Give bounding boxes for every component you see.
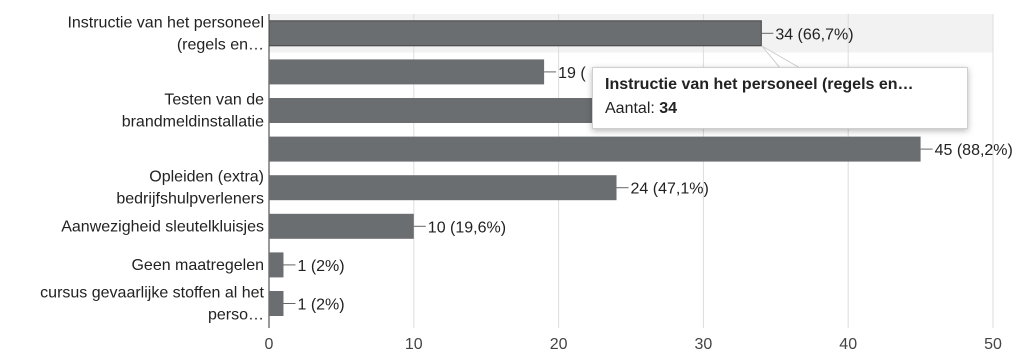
tooltip-title: Instructie van het personeel (regels en… bbox=[605, 76, 914, 93]
x-tick-label: 0 bbox=[265, 336, 274, 353]
tooltip-value: 34 bbox=[659, 100, 678, 117]
category-label: Geen maatregelen bbox=[131, 257, 264, 274]
category-label: cursus gevaarlijke stoffen al het bbox=[40, 285, 264, 302]
data-label: 10 (19,6%) bbox=[428, 219, 506, 236]
category-label: Aanwezigheid sleutelkluisjes bbox=[61, 218, 264, 235]
data-label: 1 (2%) bbox=[297, 297, 344, 314]
data-label: 19 ( bbox=[558, 65, 586, 82]
tooltip-value-label: Aantal: bbox=[605, 100, 655, 117]
data-label: 45 (88,2%) bbox=[935, 142, 1013, 159]
bar bbox=[269, 59, 545, 85]
x-tick-label: 40 bbox=[839, 336, 857, 353]
category-label: (regels en… bbox=[177, 36, 264, 53]
category-label: brandmeldinstallatie bbox=[122, 114, 264, 131]
category-label: Testen van de bbox=[164, 92, 264, 109]
data-label: 34 (66,7%) bbox=[775, 26, 853, 43]
bar bbox=[268, 20, 762, 47]
bar bbox=[269, 291, 284, 316]
x-tick-label: 30 bbox=[695, 336, 713, 353]
x-tick-label: 50 bbox=[984, 336, 1002, 353]
category-label: perso… bbox=[208, 307, 264, 324]
category-label: bedrijfshulpverleners bbox=[116, 191, 264, 208]
bar bbox=[269, 136, 921, 162]
data-label: 1 (2%) bbox=[297, 258, 344, 275]
tooltip-value-line: Aantal: 34 bbox=[605, 100, 955, 118]
bar bbox=[269, 213, 414, 239]
x-tick-label: 10 bbox=[405, 336, 423, 353]
category-label: Instructie van het personeel bbox=[67, 14, 264, 31]
bar bbox=[269, 175, 617, 201]
category-label: Opleiden (extra) bbox=[149, 169, 264, 186]
chart-tooltip: Instructie van het personeel (regels en…… bbox=[592, 67, 968, 129]
bar bbox=[269, 252, 284, 278]
data-label: 24 (47,1%) bbox=[631, 181, 709, 198]
x-tick-label: 20 bbox=[550, 336, 568, 353]
